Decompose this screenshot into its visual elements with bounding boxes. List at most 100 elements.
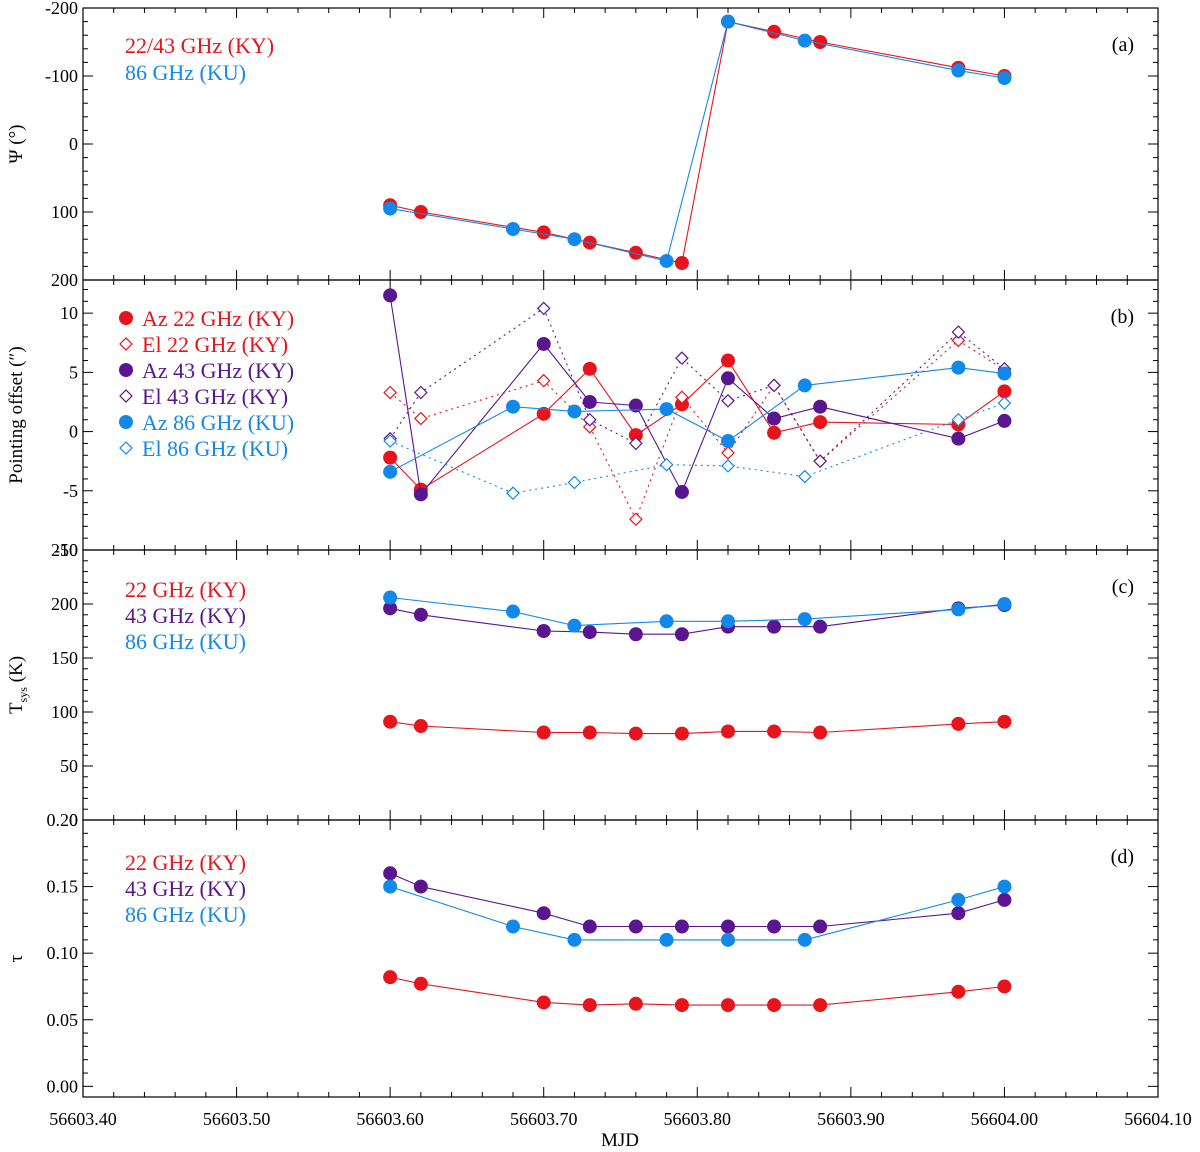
data-point (674, 484, 689, 499)
data-point (674, 256, 689, 270)
y-tick-label: -10 (54, 540, 78, 560)
data-point (383, 601, 398, 616)
y-tick-label: 200 (51, 270, 78, 290)
panel-label: (c) (1112, 576, 1134, 598)
data-point-diamond (506, 486, 520, 501)
data-point (536, 406, 551, 421)
data-point (628, 919, 643, 934)
legend-entry: 43 GHz (KY) (125, 876, 246, 901)
data-point (997, 892, 1012, 907)
y-tick-label: 100 (51, 702, 78, 722)
data-point (659, 932, 674, 947)
x-tick-label: 56603.40 (49, 1109, 117, 1129)
data-point (413, 719, 428, 734)
data-point (413, 607, 428, 622)
series-line-5 (389, 367, 1005, 473)
x-tick-label: 56604.10 (1124, 1109, 1192, 1129)
data-point (383, 970, 398, 985)
data-point (628, 627, 643, 642)
data-point (413, 205, 428, 219)
data-point-diamond (567, 475, 582, 490)
data-point (767, 998, 782, 1013)
x-tick-label: 56603.60 (356, 1109, 424, 1129)
panel-4: 0.00 0.05 0.10 0.15 0.20 τ (d) 22 GHz (KY)43 GH… (6, 810, 1159, 1098)
x-axis: 56603.40 56603.50 56603.60 56603.70 56603.80… (49, 1109, 1192, 1129)
panel-3: 0 50 100 150 200 250 Tsys (K) (c) 22 GHz (KY)43 … (6, 540, 1159, 830)
data-point (813, 399, 828, 414)
data-point (582, 361, 597, 376)
y-tick-label: -5 (63, 481, 78, 501)
y-tick-label: 0.15 (47, 877, 79, 897)
data-point-diamond (536, 301, 551, 316)
data-point (536, 336, 551, 351)
legend-marker (119, 311, 133, 325)
data-point (797, 612, 812, 627)
data-point (721, 919, 735, 934)
data-point (506, 604, 520, 619)
data-point-diamond (675, 351, 689, 366)
data-point (506, 919, 520, 934)
data-point-diamond (629, 512, 643, 527)
data-point (951, 431, 966, 446)
data-point (813, 725, 828, 740)
panel-1: -200 -100 0 100 200 Ψ (°) (a) 22/43 GHz (KY)86 … (6, 0, 1159, 290)
data-point-diamond (721, 459, 735, 473)
data-point (674, 627, 689, 642)
data-point (767, 425, 782, 440)
data-point (813, 619, 828, 634)
data-point (536, 725, 551, 740)
data-point (659, 253, 674, 268)
y-tick-label: -200 (45, 0, 78, 18)
data-point (721, 614, 735, 629)
y-tick-label: 0.20 (47, 810, 79, 830)
data-point (951, 63, 966, 78)
x-tick-label: 56603.90 (817, 1109, 885, 1129)
data-point (628, 398, 643, 413)
legend-entry: Az 43 GHz (KY) (142, 358, 294, 383)
panel-label: (b) (1111, 306, 1134, 328)
data-point (767, 919, 782, 934)
data-point (582, 394, 597, 409)
data-point (628, 245, 643, 260)
data-point (413, 976, 428, 991)
data-point-diamond (813, 454, 827, 469)
legend-marker-diamond (119, 441, 133, 455)
data-point (383, 464, 398, 479)
data-point (628, 428, 643, 443)
data-point-diamond (629, 436, 643, 451)
series-line-3 (389, 295, 1005, 496)
data-point-diamond (997, 396, 1012, 411)
data-point (506, 222, 520, 236)
data-point (997, 384, 1012, 399)
data-point (567, 618, 582, 633)
legend-entry: 22 GHz (KY) (125, 850, 246, 875)
legend-entry: El 86 GHz (KU) (142, 436, 288, 461)
data-point (951, 360, 966, 375)
legend-marker (119, 363, 133, 377)
y-tick-label: 10 (60, 303, 78, 323)
x-tick-label: 56603.50 (203, 1109, 271, 1129)
legend-entry: 86 GHz (KU) (125, 902, 246, 927)
data-point (536, 906, 551, 921)
data-point-diamond (951, 325, 966, 339)
y-axis-label: Tsys (K) (6, 656, 30, 714)
y-tick-label: 5 (69, 362, 78, 382)
data-point-diamond (767, 378, 781, 393)
legend-entry: 22/43 GHz (KY) (125, 33, 274, 58)
data-point (674, 919, 689, 934)
series-line-2 (389, 604, 1005, 635)
legend-entry: 86 GHz (KU) (125, 60, 246, 85)
data-point (997, 71, 1012, 86)
data-point (767, 24, 782, 39)
data-point-diamond (383, 434, 397, 448)
series-line-1 (390, 721, 1005, 735)
data-point (951, 716, 966, 731)
y-tick-label: 50 (60, 756, 78, 776)
panel-label: (a) (1112, 34, 1134, 56)
data-point (767, 724, 782, 739)
data-point (813, 415, 828, 430)
y-axis-label-main: τ (6, 954, 27, 962)
data-point (674, 998, 689, 1013)
y-tick-label: -100 (45, 66, 78, 86)
